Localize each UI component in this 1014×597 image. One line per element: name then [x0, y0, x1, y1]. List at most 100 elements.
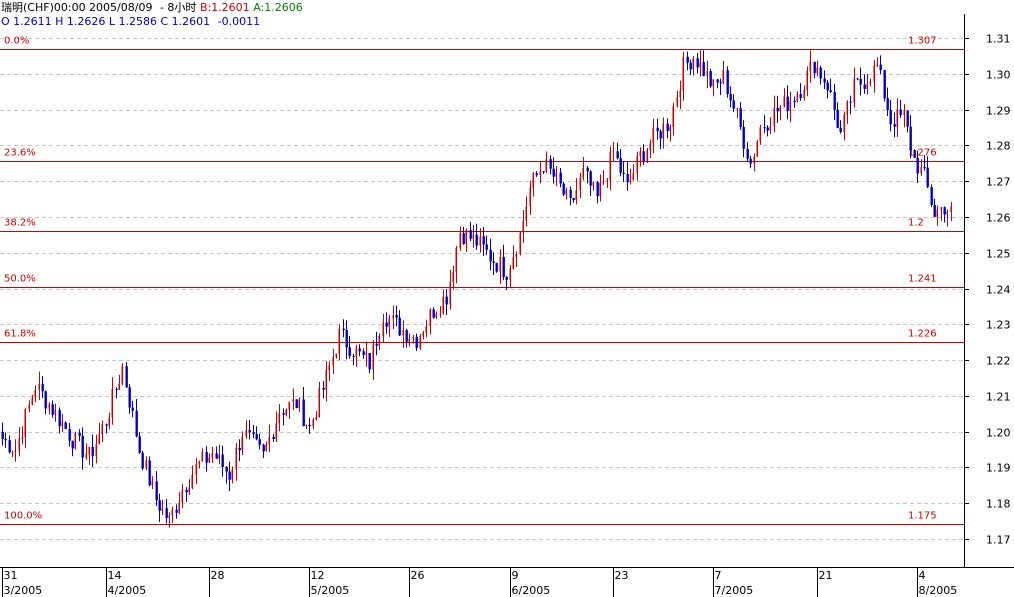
candle-down [375, 344, 378, 346]
candle-down [923, 167, 926, 169]
fib-percent-label: 23.6% [4, 148, 36, 159]
fib-percent-label: 38.2% [4, 218, 36, 229]
candle-up [425, 325, 427, 333]
candle-up [48, 404, 50, 409]
y-tick-label: 1.23 [986, 319, 1011, 332]
candle-down [746, 148, 749, 159]
candle-down [215, 453, 218, 459]
candle-down [81, 435, 84, 458]
candle-up [455, 247, 457, 272]
candle-up [121, 366, 123, 384]
candle-up [639, 151, 641, 156]
fib-value-label: 1.226 [908, 329, 937, 340]
candle-up [779, 106, 781, 112]
candle-down [115, 389, 118, 391]
candle-up [936, 209, 938, 217]
y-tick-label: 1.30 [986, 69, 1011, 82]
candle-down [295, 399, 298, 409]
candle-down [849, 101, 852, 103]
candle-down [128, 387, 131, 408]
candle-down [238, 447, 241, 451]
candle-down [819, 67, 822, 79]
x-tick-label-month: 5/2005 [311, 584, 350, 597]
candle-down [345, 330, 348, 348]
candle-down [505, 276, 508, 280]
candle-up [278, 413, 280, 424]
candle-up [195, 463, 197, 475]
candle-up [522, 220, 524, 233]
candle-up [629, 180, 631, 183]
candle-up [459, 233, 461, 248]
candle-up [161, 508, 163, 511]
y-tick-label: 1.24 [986, 284, 1011, 297]
candle-up [609, 151, 611, 181]
candle-up [759, 127, 761, 142]
candle-up [188, 487, 190, 493]
y-tick-label: 1.28 [986, 140, 1011, 153]
candle-up [519, 232, 521, 254]
candle-up [539, 171, 541, 176]
candle-up [235, 447, 237, 470]
candle-up [662, 123, 664, 139]
candle-down [569, 189, 572, 198]
candle-up [325, 369, 327, 390]
x-tick-label-day: 21 [819, 569, 833, 582]
candle-down [228, 471, 231, 480]
candle-up [355, 348, 357, 357]
period-label: - 8小时 [159, 1, 197, 14]
x-tick-label-day: 23 [615, 569, 629, 582]
candle-down [255, 434, 258, 440]
fib-percent-label: 50.0% [4, 274, 36, 285]
candle-down [572, 197, 575, 200]
candle-up [672, 106, 674, 127]
candle-up [712, 79, 714, 87]
candle-up [211, 453, 213, 458]
candle-up [599, 182, 601, 197]
candle-down [729, 94, 732, 101]
candle-up [298, 399, 300, 409]
candle-down [786, 96, 789, 111]
candle-down [930, 187, 933, 205]
candle-down [732, 100, 735, 109]
candle-up [816, 67, 818, 74]
candle-down [352, 355, 355, 357]
candle-up [275, 423, 277, 439]
x-tick-label-day: 4 [919, 569, 926, 582]
candle-down [859, 78, 862, 85]
candle-up [756, 141, 758, 157]
candle-down [91, 446, 94, 457]
candle-up [545, 159, 547, 172]
candle-down [405, 330, 408, 342]
y-tick-label: 1.18 [986, 498, 1011, 511]
candle-down [839, 127, 842, 132]
candle-down [462, 233, 465, 244]
candle-up [512, 256, 514, 269]
candle-up [34, 389, 36, 398]
candle-down [933, 204, 936, 217]
candle-up [11, 452, 13, 454]
ohlc-values: O 1.2611 H 1.2626 L 1.2586 C 1.2601 [1, 15, 211, 28]
candle-up [18, 438, 20, 451]
candle-down [943, 207, 946, 215]
candle-up [85, 454, 87, 458]
candle-up [218, 454, 220, 459]
candle-down [415, 336, 418, 348]
candle-down [702, 62, 705, 76]
candle-down [863, 84, 866, 89]
candle-up [429, 309, 431, 326]
candle-up [201, 451, 203, 462]
candle-up [372, 344, 374, 370]
candle-down [826, 82, 829, 91]
candle-down [165, 508, 168, 518]
candle-up [465, 230, 467, 244]
candle-down [158, 500, 161, 511]
candle-down [225, 467, 228, 472]
candle-up [171, 509, 173, 516]
candle-up [846, 101, 848, 115]
candle-down [368, 353, 371, 370]
candle-down [619, 158, 622, 173]
x-tick-label-month: 3/2005 [4, 584, 43, 597]
candle-down [742, 126, 745, 149]
candle-up [869, 81, 871, 84]
candle-up [208, 457, 210, 463]
